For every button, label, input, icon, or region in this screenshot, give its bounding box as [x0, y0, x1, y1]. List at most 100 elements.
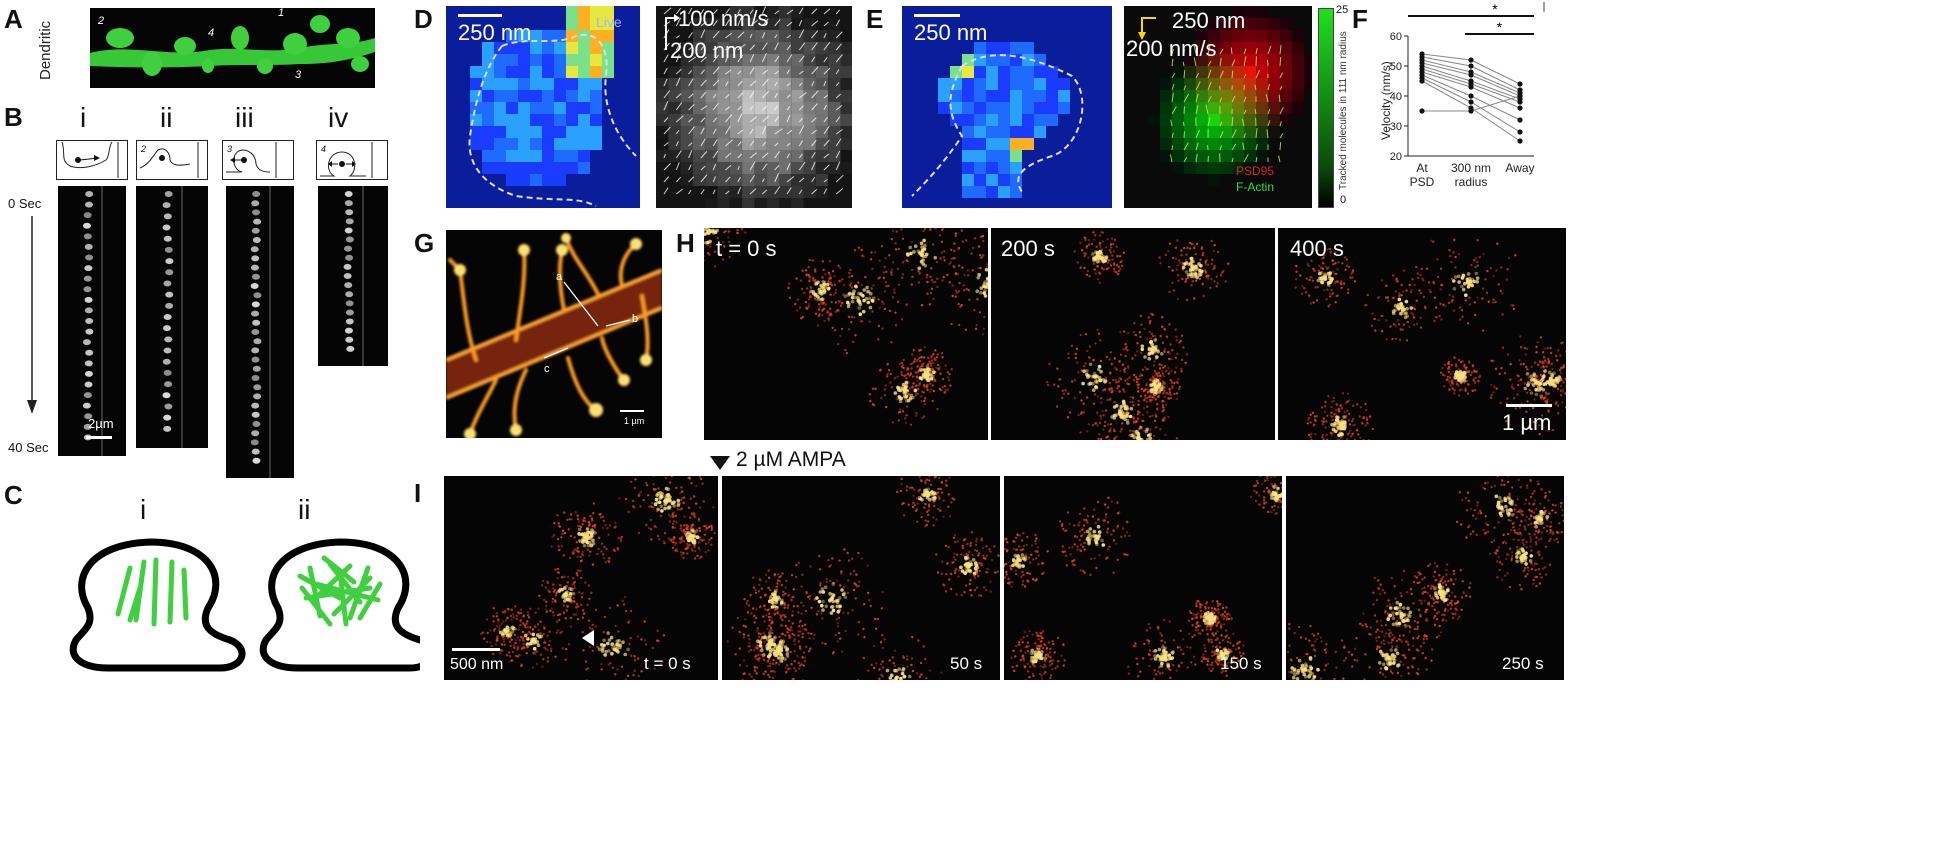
g-scale-label: 1 µm — [624, 416, 645, 426]
panel-label-d: D — [414, 4, 433, 34]
e-scale-label: 250 nm — [914, 20, 988, 45]
d-live-label: Live — [596, 14, 622, 30]
dendritic-spines-label: Dendritic Spines — [37, 18, 54, 80]
kymograph-ii — [136, 186, 208, 448]
schematic-id-2: 2 — [140, 144, 146, 154]
schematic-iii: 3 — [222, 140, 294, 180]
d-vel-scale-y: 200 nm — [670, 38, 744, 63]
panel-label-i: I — [414, 478, 422, 508]
f-data-point — [1468, 84, 1474, 90]
f-data-point — [1517, 99, 1523, 105]
pointer-arrowhead-icon — [580, 628, 594, 648]
col-label-ii: ii — [160, 102, 173, 133]
panel-d-flow-field: 100 nm/s 200 nm — [656, 6, 852, 208]
c-label-i: i — [140, 494, 147, 525]
f-xtick-label: radius — [1455, 175, 1488, 189]
col-label-iv: iv — [328, 102, 349, 133]
treatment-arrow-icon — [708, 452, 732, 472]
time-end-label: 40 Sec — [8, 440, 49, 455]
h-frame-label-1: 200 s — [1001, 236, 1055, 261]
panel-h-frame-1: 200 s — [991, 228, 1275, 440]
panel-c-diagram — [60, 528, 436, 688]
kymograph-i: 2µm — [58, 186, 126, 456]
treatment-label: 2 µM AMPA — [736, 448, 846, 471]
f-data-point — [1517, 105, 1523, 111]
e-legend-factin: F-Actin — [1236, 180, 1275, 194]
e-colorbar-title: Tracked molecules in 111 nm radius — [1334, 26, 1352, 192]
h-scale-label: 1 µm — [1502, 410, 1552, 435]
f-data-point — [1419, 108, 1425, 114]
c-label-ii: ii — [298, 494, 311, 525]
schematic-ii: 2 — [136, 140, 208, 180]
h-frame-label-2: 400 s — [1290, 236, 1344, 261]
panel-d-velocity-map: 250 nm Live — [446, 6, 640, 208]
f-ytick-label: 60 — [1390, 31, 1402, 43]
spine-id-1: 1 — [278, 8, 284, 19]
panel-h-frame-2: 400 s 1 µm — [1278, 228, 1566, 440]
f-sig-star-2: * — [1497, 19, 1503, 35]
panel-a-ylabel: Dendritic Spines — [22, 0, 82, 82]
e-colorbar-max: 25 — [1336, 4, 1349, 16]
i-scale-label: 500 nm — [450, 656, 504, 673]
panel-a-image: 2 4 1 3 — [90, 7, 375, 88]
schematic-id-4: 4 — [321, 144, 326, 154]
g-line-c: c — [544, 363, 550, 375]
col-label-iii: iii — [235, 102, 254, 133]
f-ytick-label: 40 — [1390, 91, 1402, 103]
f-data-point — [1517, 93, 1523, 99]
i-frame-label-3: 250 s — [1502, 654, 1544, 673]
g-line-b: b — [632, 313, 638, 325]
time-arrow — [24, 216, 40, 416]
e-vel-scale-icon — [1136, 14, 1156, 42]
spine-id-2: 2 — [97, 15, 104, 27]
schematic-iv: 4 — [316, 140, 388, 180]
e-vel-scale-y: 200 nm/s — [1126, 36, 1217, 61]
f-data-point — [1468, 63, 1474, 69]
f-data-point — [1517, 129, 1523, 135]
f-ylabel: Velocity (nm/s) — [1379, 61, 1393, 140]
panel-h-frame-0: t = 0 s — [704, 228, 988, 440]
panel-f-chart: Velocity (nm/s) 20 30 40 50 60 At PSD 300 nm rad… — [1356, 0, 1550, 220]
d-scale-label: 250 nm — [458, 20, 532, 45]
e-legend-psd95: PSD95 — [1236, 164, 1275, 178]
panel-i-frame-0: 500 nm t = 0 s — [444, 476, 718, 680]
panel-e-velocity-map: 250 nm — [902, 6, 1112, 208]
kymograph-iii — [226, 186, 294, 478]
kymograph-iv — [318, 186, 388, 366]
f-xtick-label: Away — [1505, 161, 1534, 175]
spine-cartoon-ii — [259, 538, 436, 672]
panel-label-c: C — [4, 480, 23, 510]
f-data-point — [1419, 78, 1425, 84]
col-label-i: i — [80, 102, 87, 133]
f-data-point — [1468, 57, 1474, 63]
f-data-point — [1517, 117, 1523, 123]
e-vel-scale-x: 250 nm — [1172, 8, 1246, 33]
f-ytick-label: 20 — [1390, 151, 1402, 163]
i-frame-label-0: t = 0 s — [644, 654, 691, 673]
panel-label-a: A — [4, 4, 23, 34]
schematic-i — [56, 140, 128, 180]
f-data-point — [1468, 99, 1474, 105]
panel-i-frame-1: 50 s — [722, 476, 1000, 680]
d-vel-scale-x: 100 nm/s — [678, 6, 769, 31]
d-vel-scale-icon — [662, 10, 680, 50]
i-frame-label-1: 50 s — [950, 654, 983, 673]
f-ytick-label: 50 — [1390, 61, 1402, 73]
kymo-scale-label: 2µm — [88, 416, 114, 431]
f-data-point — [1517, 138, 1523, 144]
panel-label-h: H — [676, 228, 695, 258]
panel-i-frame-3: 250 s — [1286, 476, 1564, 680]
i-frame-label-2: 150 s — [1220, 654, 1262, 673]
panel-g-image: a b c 1 µm — [446, 230, 662, 438]
panel-e-overlay: 250 nm 200 nm/s PSD95 F-Actin — [1124, 6, 1312, 208]
spine-id-3: 3 — [295, 69, 302, 81]
panel-i-frame-2: 150 s — [1004, 476, 1282, 680]
f-data-point — [1468, 93, 1474, 99]
panel-label-g: G — [414, 228, 435, 258]
f-xtick-label: 300 nm — [1451, 161, 1491, 175]
spine-cartoon-i — [69, 538, 246, 672]
spine-id-4: 4 — [208, 27, 214, 39]
h-frame-label-0: t = 0 s — [716, 236, 777, 261]
f-data-point — [1468, 72, 1474, 78]
f-ytick-label: 30 — [1390, 121, 1402, 133]
